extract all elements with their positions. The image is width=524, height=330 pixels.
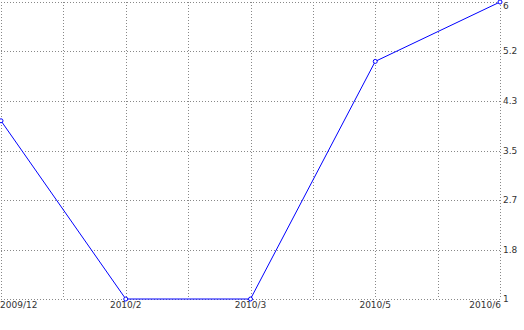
x-tick-label: 2009/12 [0,300,37,310]
marker [249,297,253,301]
minor-grid-line [188,2,189,299]
y-grid-line [1,2,500,3]
y-tick-label: 3.5 [503,146,517,156]
x-tick-label: 2010/5 [359,300,391,310]
y-tick-label: 5.2 [503,46,517,56]
marker [498,0,502,4]
minor-grid-line [63,2,64,299]
chart-container: 11.82.73.54.35.262009/122010/22010/32010… [0,0,524,330]
y-grid-line [1,51,500,52]
y-grid-line [1,250,500,251]
chart: 11.82.73.54.35.262009/122010/22010/32010… [0,0,524,330]
x-grid-line [126,2,127,299]
marker [124,297,128,301]
minor-grid-line [313,2,314,299]
x-tick-label: 2010/6 [469,300,501,310]
marker [373,59,377,63]
y-tick-label: 4.3 [503,96,517,106]
y-tick-label: 1 [503,294,509,304]
minor-grid-line [438,2,439,299]
y-tick-label: 2.7 [503,195,517,205]
marker [0,119,3,123]
x-grid-line [375,2,376,299]
y-grid-line [1,101,500,102]
plot-area [0,0,502,301]
y-tick-label: 1.8 [503,245,518,255]
y-grid-line [1,151,500,152]
x-grid-line [1,2,2,299]
x-grid-line [500,2,501,299]
line [1,2,500,299]
y-tick-label: 6 [503,1,509,11]
x-grid-line [251,2,252,299]
y-grid-line [1,200,500,201]
